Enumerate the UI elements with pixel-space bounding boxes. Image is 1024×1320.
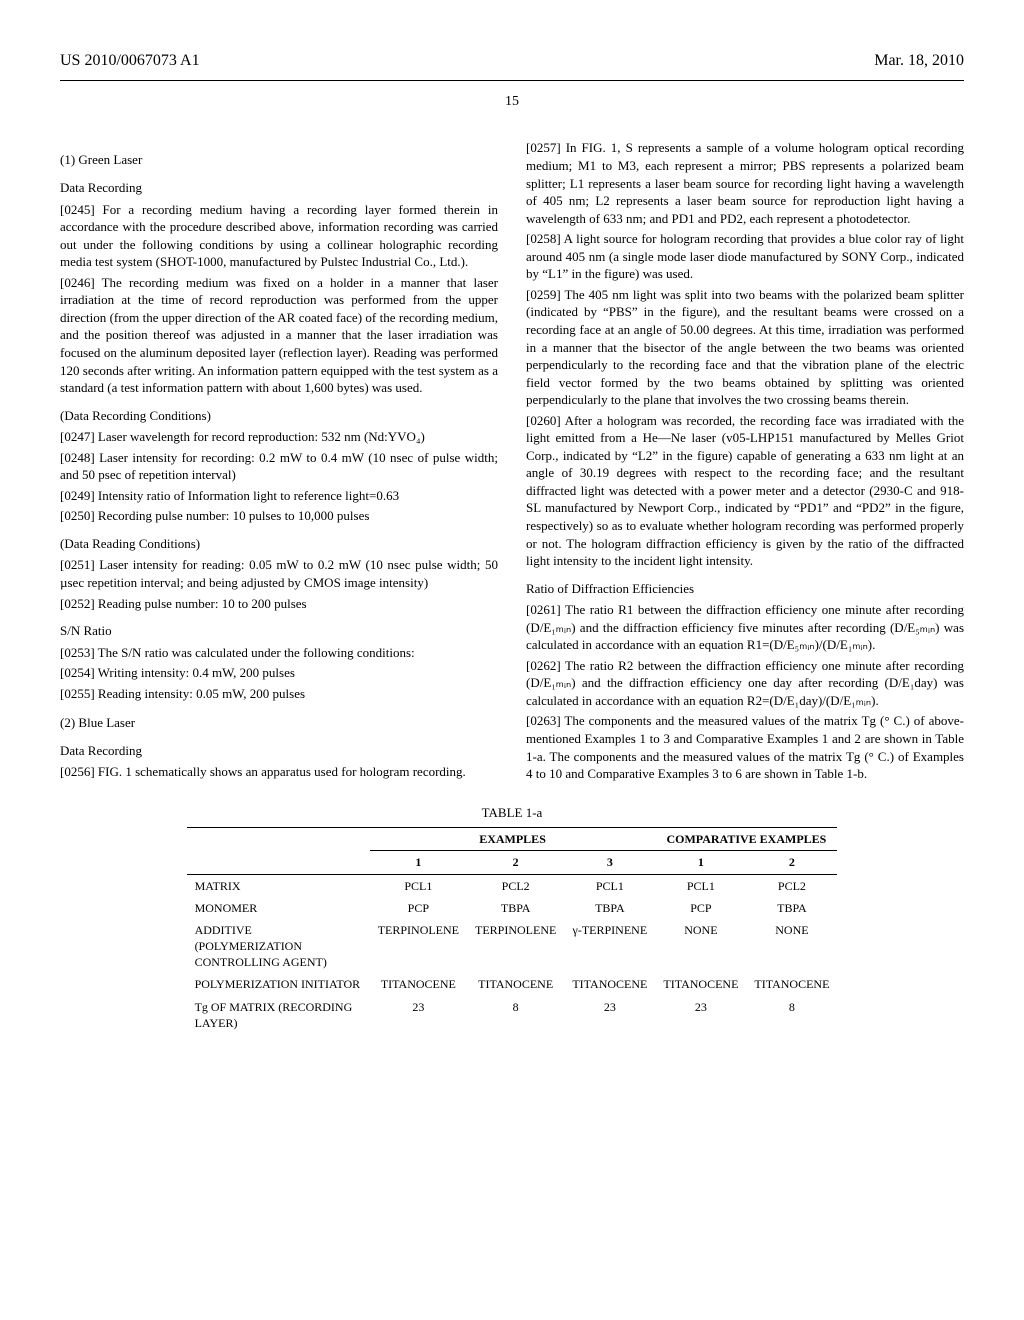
table-cell: PCL1 <box>370 874 467 897</box>
two-column-body: (1) Green Laser Data Recording [0245] Fo… <box>60 139 964 785</box>
col-ex-3: 3 <box>564 851 655 874</box>
heading-data-recording-1: Data Recording <box>60 179 498 197</box>
para-0252: [0252] Reading pulse number: 10 to 200 p… <box>60 595 498 613</box>
heading-blue-laser: (2) Blue Laser <box>60 714 498 732</box>
table-cell: γ-TERPINENE <box>564 919 655 974</box>
para-0263: [0263] The components and the measured v… <box>526 712 964 782</box>
left-column: (1) Green Laser Data Recording [0245] Fo… <box>60 139 498 785</box>
table-cell: TITANOCENE <box>746 973 837 995</box>
heading-green-laser: (1) Green Laser <box>60 151 498 169</box>
table-cell: PCL1 <box>564 874 655 897</box>
table-cell: TITANOCENE <box>655 973 746 995</box>
para-0253: [0253] The S/N ratio was calculated unde… <box>60 644 498 662</box>
table-row-label: MATRIX <box>187 874 370 897</box>
para-0257: [0257] In FIG. 1, S represents a sample … <box>526 139 964 227</box>
para-0246: [0246] The recording medium was fixed on… <box>60 274 498 397</box>
table-cell: PCL1 <box>655 874 746 897</box>
table-row-label: Tg OF MATRIX (RECORDING LAYER) <box>187 996 370 1034</box>
header-rule <box>60 80 964 81</box>
table-cell: TERPINOLENE <box>370 919 467 974</box>
table-cell: 8 <box>746 996 837 1034</box>
col-ce-1: 1 <box>655 851 746 874</box>
para-0256: [0256] FIG. 1 schematically shows an app… <box>60 763 498 781</box>
col-ex-1: 1 <box>370 851 467 874</box>
para-0251: [0251] Laser intensity for reading: 0.05… <box>60 556 498 591</box>
heading-sn-ratio: S/N Ratio <box>60 622 498 640</box>
para-0247: [0247] Laser wavelength for record repro… <box>60 428 498 446</box>
para-0248: [0248] Laser intensity for recording: 0.… <box>60 449 498 484</box>
table-row-label: ADDITIVE (POLYMERIZATION CONTROLLING AGE… <box>187 919 370 974</box>
table-cell: TBPA <box>746 897 837 919</box>
table-cell: NONE <box>655 919 746 974</box>
table-cell: PCL2 <box>746 874 837 897</box>
table-row-label: MONOMER <box>187 897 370 919</box>
para-0255: [0255] Reading intensity: 0.05 mW, 200 p… <box>60 685 498 703</box>
para-0260: [0260] After a hologram was recorded, th… <box>526 412 964 570</box>
para-0261: [0261] The ratio R1 between the diffract… <box>526 601 964 654</box>
table-cell: 23 <box>564 996 655 1034</box>
table-row-label: POLYMERIZATION INITIATOR <box>187 973 370 995</box>
col-ce-2: 2 <box>746 851 837 874</box>
para-0249: [0249] Intensity ratio of Information li… <box>60 487 498 505</box>
table-cell: TITANOCENE <box>564 973 655 995</box>
table-cell: TITANOCENE <box>467 973 564 995</box>
table-cell: TERPINOLENE <box>467 919 564 974</box>
table-cell: TBPA <box>564 897 655 919</box>
heading-recording-conditions: (Data Recording Conditions) <box>60 407 498 425</box>
table-cell: TBPA <box>467 897 564 919</box>
thead-comparative: COMPARATIVE EXAMPLES <box>655 828 837 851</box>
heading-ratio-diffraction: Ratio of Diffraction Efficiencies <box>526 580 964 598</box>
para-0250: [0250] Recording pulse number: 10 pulses… <box>60 507 498 525</box>
table-body: MATRIXPCL1PCL2PCL1PCL1PCL2MONOMERPCPTBPA… <box>187 874 838 1034</box>
table-cell: 23 <box>370 996 467 1034</box>
publication-number: US 2010/0067073 A1 <box>60 50 200 72</box>
table-cell: 8 <box>467 996 564 1034</box>
heading-data-recording-2: Data Recording <box>60 742 498 760</box>
right-column: [0257] In FIG. 1, S represents a sample … <box>526 139 964 785</box>
table-cell: PCL2 <box>467 874 564 897</box>
table-1a: TABLE 1-a EXAMPLES COMPARATIVE EXAMPLES … <box>187 804 838 1034</box>
heading-reading-conditions: (Data Reading Conditions) <box>60 535 498 553</box>
publication-date: Mar. 18, 2010 <box>874 50 964 72</box>
table-cell: TITANOCENE <box>370 973 467 995</box>
para-0259: [0259] The 405 nm light was split into t… <box>526 286 964 409</box>
para-0254: [0254] Writing intensity: 0.4 mW, 200 pu… <box>60 664 498 682</box>
para-0258: [0258] A light source for hologram recor… <box>526 230 964 283</box>
table-caption: TABLE 1-a <box>187 804 838 822</box>
table-cell: PCP <box>370 897 467 919</box>
col-ex-2: 2 <box>467 851 564 874</box>
para-0262: [0262] The ratio R2 between the diffract… <box>526 657 964 710</box>
table-cell: NONE <box>746 919 837 974</box>
page-number: 15 <box>60 93 964 112</box>
table-cell: 23 <box>655 996 746 1034</box>
para-0245: [0245] For a recording medium having a r… <box>60 201 498 271</box>
table-cell: PCP <box>655 897 746 919</box>
thead-examples: EXAMPLES <box>370 828 656 851</box>
